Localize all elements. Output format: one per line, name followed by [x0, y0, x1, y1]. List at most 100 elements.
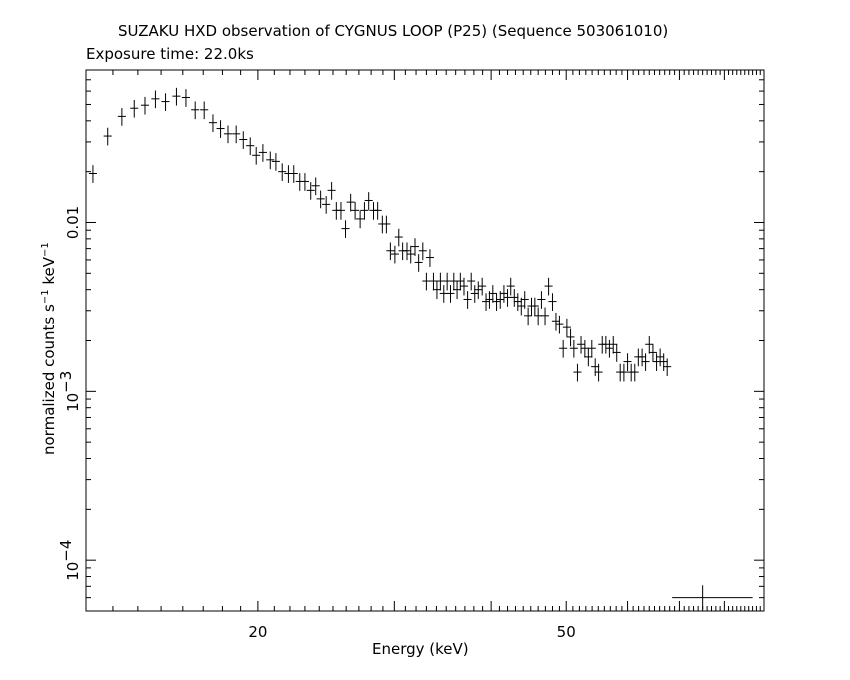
plot-frame — [85, 69, 765, 612]
data-point — [537, 291, 546, 309]
data-point — [181, 89, 190, 107]
y-tick-label-text: 0.01 — [64, 206, 82, 239]
data-point — [378, 215, 387, 234]
data-point — [663, 358, 672, 377]
data-point — [576, 335, 586, 354]
data-point — [601, 335, 610, 354]
data-point — [258, 144, 267, 162]
data-point — [300, 173, 309, 191]
data-point — [398, 242, 407, 261]
data-point — [351, 202, 360, 220]
data-point — [559, 339, 568, 358]
data-point — [453, 281, 462, 300]
data-point — [246, 137, 255, 156]
data-point — [634, 348, 643, 367]
data-point — [191, 101, 200, 120]
data-point — [656, 348, 665, 367]
data-point — [278, 163, 287, 182]
data-point — [540, 307, 550, 326]
axis-ticks — [85, 69, 765, 612]
data-point — [520, 291, 529, 309]
data-point — [463, 291, 472, 309]
data-point — [252, 146, 261, 165]
y-axis-label: normalized counts s−1 keV−1 — [40, 242, 58, 455]
data-point — [467, 272, 476, 291]
data-point — [499, 285, 508, 303]
reference-cross — [672, 585, 753, 610]
data-point — [513, 293, 522, 311]
data-point — [232, 125, 241, 144]
data-point — [492, 293, 501, 311]
data-point — [488, 285, 497, 303]
data-point — [510, 289, 519, 307]
data-point — [591, 358, 600, 377]
data-point — [485, 291, 494, 309]
data-point — [551, 312, 560, 331]
data-point — [429, 272, 438, 291]
data-point — [336, 202, 345, 220]
y-axis-label-unit: keV — [40, 256, 58, 290]
data-point — [88, 165, 97, 183]
data-point — [619, 363, 628, 382]
data-point — [332, 202, 341, 220]
data-point — [548, 293, 557, 311]
data-point — [414, 254, 423, 272]
data-point — [580, 339, 589, 358]
data-point — [605, 339, 614, 358]
y-tick-label-exp: −3 — [57, 371, 75, 393]
y-axis-label-exp2: −1 — [40, 242, 51, 257]
data-point — [341, 220, 350, 238]
x-tick-label: 50 — [557, 623, 576, 641]
data-point — [584, 348, 593, 367]
data-point — [406, 245, 415, 264]
data-point — [598, 335, 607, 354]
y-tick-label-base: 10 — [64, 562, 82, 581]
data-point — [623, 353, 632, 371]
data-point — [369, 202, 378, 220]
data-point — [208, 114, 217, 133]
data-point — [364, 192, 373, 210]
y-tick-label-text: 10−3 — [57, 371, 82, 412]
data-point — [172, 87, 181, 106]
data-point — [161, 93, 170, 111]
data-point — [394, 228, 403, 247]
data-point — [478, 277, 487, 296]
data-point — [443, 272, 452, 291]
data-point — [410, 238, 420, 256]
data-point — [373, 202, 382, 220]
data-point — [223, 125, 233, 144]
data-point — [630, 363, 639, 382]
data-point — [503, 289, 512, 307]
data-point — [573, 363, 582, 382]
data-point — [627, 363, 636, 382]
data-point — [446, 285, 455, 303]
data-point — [638, 348, 647, 367]
data-point — [524, 307, 533, 326]
data-points — [88, 87, 753, 610]
x-axis-label: Energy (keV) — [372, 640, 469, 658]
data-point — [534, 307, 543, 326]
data-point — [216, 120, 225, 138]
y-tick-label: 0.01 — [64, 206, 82, 239]
data-point — [418, 242, 427, 261]
data-point — [239, 131, 248, 149]
chart-title: SUZAKU HXD observation of CYGNUS LOOP (P… — [118, 22, 669, 40]
data-point — [506, 277, 515, 296]
data-point — [587, 339, 596, 358]
data-point — [306, 182, 315, 200]
data-point — [360, 202, 369, 220]
data-point — [616, 363, 625, 382]
data-point — [594, 363, 603, 382]
data-point — [555, 315, 564, 334]
data-point — [130, 99, 139, 118]
data-point — [496, 291, 505, 309]
y-tick-label-exp: −4 — [57, 540, 75, 562]
data-point — [382, 215, 391, 234]
data-point — [659, 353, 668, 371]
data-point — [652, 353, 661, 371]
data-point — [474, 281, 483, 300]
data-point — [648, 344, 657, 362]
data-point — [481, 293, 491, 311]
